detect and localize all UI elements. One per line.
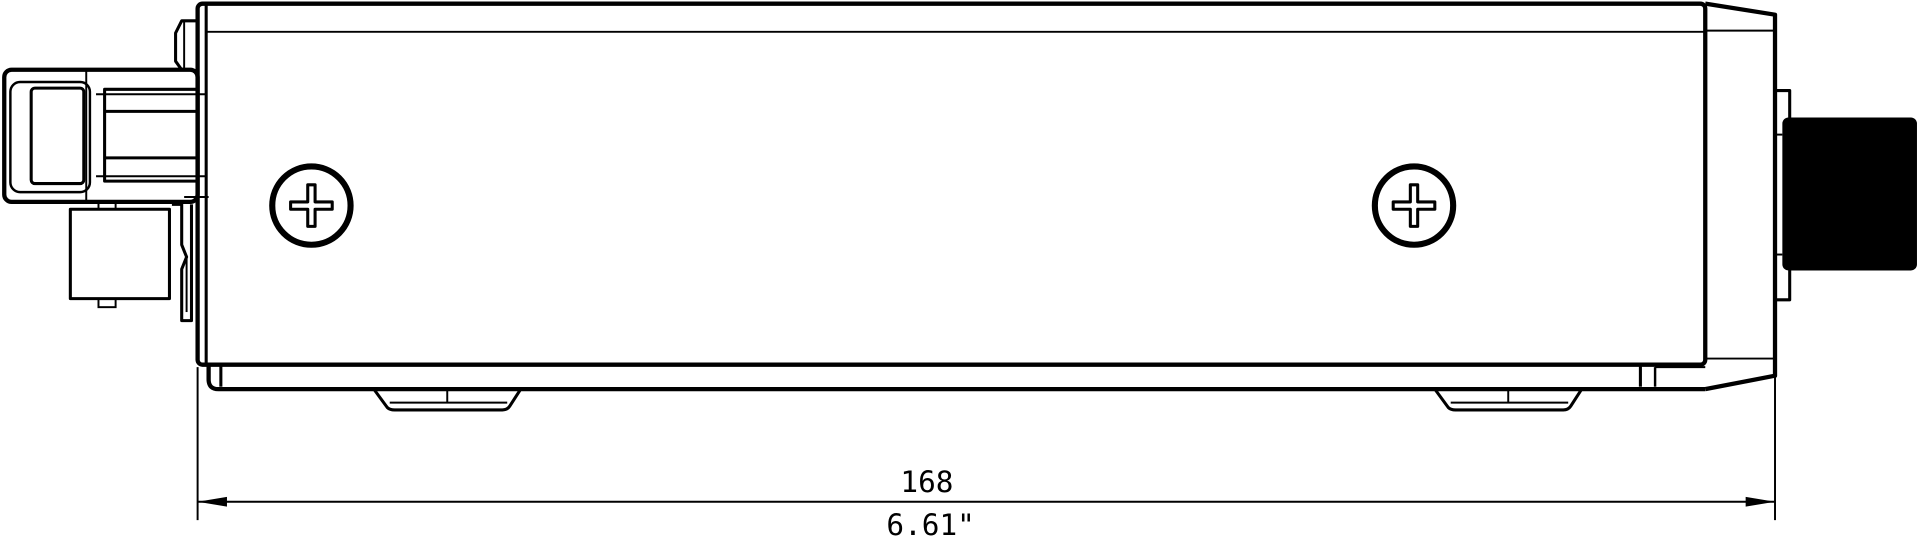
connector-left-tab bbox=[174, 19, 198, 71]
screw-right bbox=[1371, 163, 1457, 248]
dimension-inch-label: 6.61" bbox=[886, 508, 974, 536]
connector-left-lower bbox=[68, 200, 194, 323]
right-end-cap bbox=[1704, 1, 1778, 392]
main-enclosure bbox=[195, 1, 1708, 367]
bottom-rail bbox=[206, 364, 1706, 392]
foot-right bbox=[1433, 388, 1583, 412]
arrowhead-right bbox=[1745, 496, 1776, 507]
screw-left bbox=[269, 163, 354, 248]
connector-left-upper bbox=[2, 67, 209, 205]
foot-left bbox=[372, 388, 522, 412]
dimension-mm-label: 168 bbox=[900, 465, 953, 499]
arrowhead-left bbox=[197, 496, 227, 507]
dimension-width: 168 6.61" bbox=[196, 367, 1776, 536]
antenna-connector-right bbox=[1775, 89, 1917, 302]
